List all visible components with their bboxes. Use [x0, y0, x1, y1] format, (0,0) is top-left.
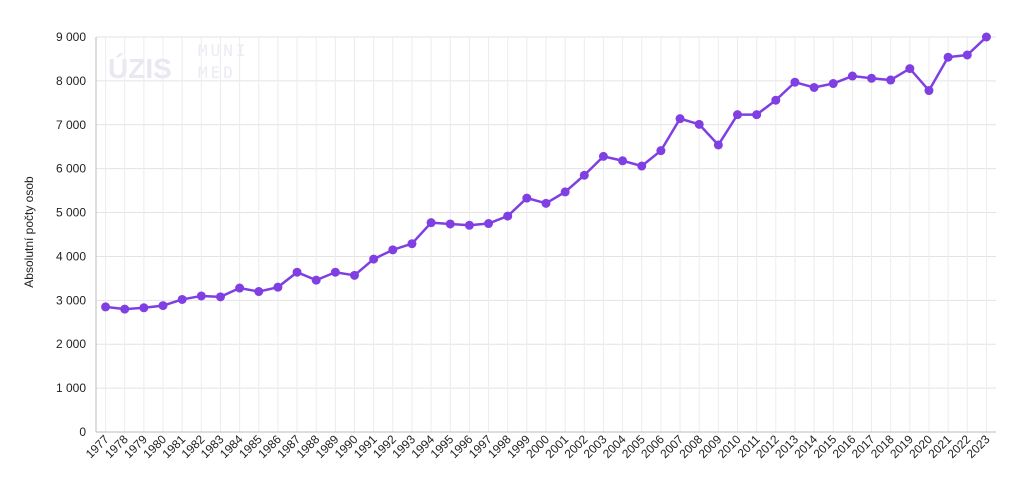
point [350, 270, 360, 280]
point [790, 77, 800, 87]
point [158, 301, 168, 311]
point [905, 64, 915, 74]
y-tick-label: 7 000 [56, 118, 86, 132]
point [618, 156, 628, 166]
x-tick-label: 2023 [964, 432, 993, 461]
watermark: MED [198, 63, 236, 82]
point [484, 219, 494, 229]
point [886, 75, 896, 85]
point [771, 95, 781, 105]
point [503, 211, 513, 221]
point [369, 254, 379, 264]
point [522, 193, 532, 203]
y-tick-label: 8 000 [56, 74, 86, 88]
watermark: MUNI [198, 41, 249, 60]
point [101, 302, 111, 312]
point [120, 304, 130, 314]
point [579, 170, 589, 180]
point [867, 73, 877, 83]
point [445, 219, 455, 229]
point [292, 267, 302, 277]
point [464, 220, 474, 230]
point [847, 71, 857, 81]
y-tick-label: 0 [79, 425, 86, 439]
point [388, 245, 398, 255]
point [311, 275, 321, 285]
point [196, 291, 206, 301]
point [962, 50, 972, 60]
point [752, 110, 762, 120]
y-tick-label: 5 000 [56, 206, 86, 220]
y-tick-label: 6 000 [56, 162, 86, 176]
y-axis-title: Absolutní počty osob [22, 176, 36, 288]
point [330, 267, 340, 277]
point [560, 187, 570, 197]
y-tick-label: 3 000 [56, 293, 86, 307]
point [407, 239, 417, 249]
point [809, 82, 819, 92]
point [139, 303, 149, 313]
y-tick-label: 9 000 [56, 30, 86, 44]
point [713, 140, 723, 150]
point [924, 86, 934, 96]
point [598, 151, 608, 161]
point [235, 283, 245, 293]
point [675, 114, 685, 124]
point [426, 218, 436, 228]
point [177, 294, 187, 304]
y-tick-label: 1 000 [56, 381, 86, 395]
point [637, 161, 647, 171]
point [981, 32, 991, 42]
point [273, 282, 283, 292]
point [541, 198, 551, 208]
point [254, 287, 264, 297]
y-tick-label: 4 000 [56, 249, 86, 263]
watermark: ÚZIS [108, 53, 172, 84]
point [656, 146, 666, 156]
y-tick-label: 2 000 [56, 337, 86, 351]
point [943, 52, 953, 62]
point [732, 110, 742, 120]
point [828, 79, 838, 89]
point [215, 292, 225, 302]
point [694, 119, 704, 129]
